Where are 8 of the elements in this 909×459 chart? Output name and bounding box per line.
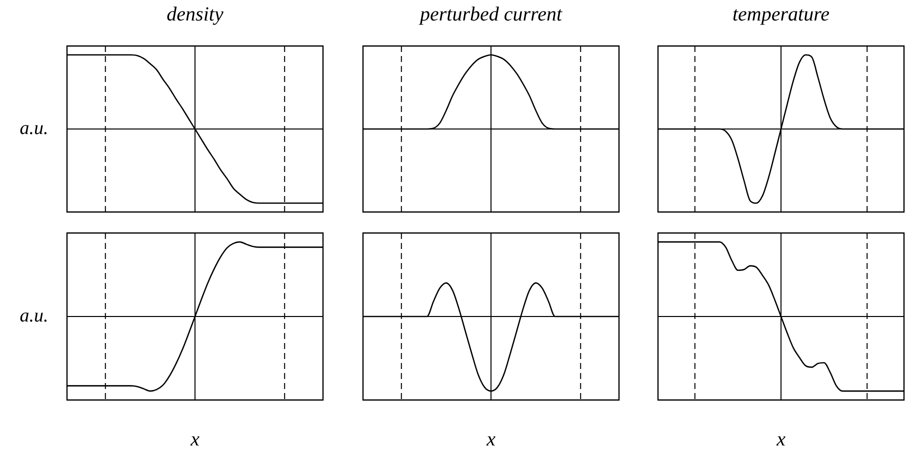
x-axis-title: x (486, 428, 496, 450)
chart-title: density (166, 3, 224, 26)
y-axis-title: a.u. (20, 118, 48, 139)
chart-title: perturbed current (418, 3, 562, 26)
chart-title: temperature (732, 3, 830, 26)
x-axis-title: x (776, 428, 786, 450)
y-axis-title: a.u. (20, 306, 48, 326)
x-axis-title: x (190, 428, 200, 450)
